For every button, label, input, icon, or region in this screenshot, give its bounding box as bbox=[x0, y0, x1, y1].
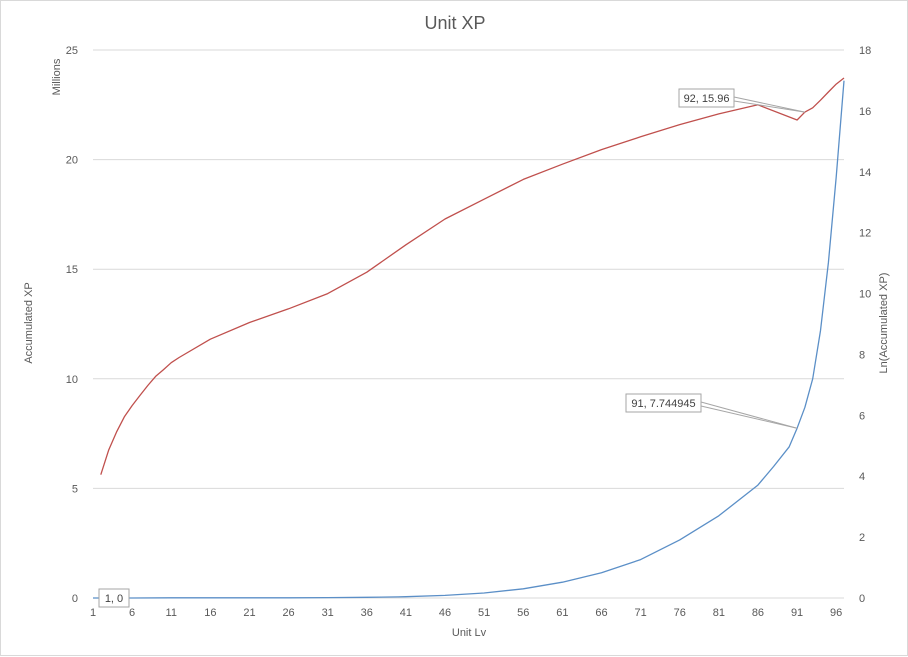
left-axis-ticks: 0 5 10 15 20 25 bbox=[66, 45, 78, 605]
gridlines bbox=[93, 49, 844, 599]
y-units-label: Millions bbox=[51, 58, 63, 95]
y-tick-label: 0 bbox=[72, 593, 78, 605]
x-tick-label: 81 bbox=[713, 607, 725, 619]
y2-tick-label: 14 bbox=[859, 167, 871, 179]
x-tick-label: 6 bbox=[129, 607, 135, 619]
x-tick-label: 11 bbox=[166, 607, 177, 619]
x-axis-ticks: 1 6 11 16 21 26 31 36 41 46 51 56 61 66 71 76 81 86 91 96 bbox=[90, 607, 842, 619]
callout-leader bbox=[700, 405, 798, 429]
x-tick-label: 76 bbox=[674, 607, 686, 619]
x-tick-label: 31 bbox=[322, 607, 334, 619]
callout-leader bbox=[700, 401, 798, 429]
y2-tick-label: 4 bbox=[859, 471, 865, 483]
x-tick-label: 41 bbox=[400, 607, 412, 619]
y2-tick-label: 8 bbox=[859, 349, 865, 361]
x-tick-label: 1 bbox=[90, 607, 96, 619]
x-tick-label: 96 bbox=[830, 607, 842, 619]
x-tick-label: 61 bbox=[556, 607, 568, 619]
callout-label: 91, 7.744945 bbox=[631, 398, 695, 410]
x-tick-label: 16 bbox=[204, 607, 216, 619]
y2-tick-label: 16 bbox=[859, 106, 871, 118]
x-tick-label: 21 bbox=[243, 607, 255, 619]
ln-accumulated-xp-line bbox=[100, 77, 845, 475]
y-tick-label: 25 bbox=[66, 45, 78, 57]
callout-label: 1, 0 bbox=[105, 593, 123, 605]
y-tick-label: 20 bbox=[66, 155, 78, 167]
y-tick-label: 5 bbox=[72, 483, 78, 495]
x-tick-label: 51 bbox=[478, 607, 490, 619]
x-tick-label: 56 bbox=[517, 607, 529, 619]
x-tick-label: 36 bbox=[361, 607, 373, 619]
x-tick-label: 66 bbox=[595, 607, 607, 619]
right-axis-ticks: 0 2 4 6 8 10 12 14 16 18 bbox=[859, 45, 871, 605]
callout-box bbox=[678, 88, 735, 108]
callout-box bbox=[625, 393, 702, 413]
x-axis-title: Unit Lv bbox=[452, 627, 487, 639]
x-tick-label: 71 bbox=[634, 607, 646, 619]
y2-tick-label: 0 bbox=[859, 593, 865, 605]
accumulated-xp-line bbox=[93, 80, 845, 599]
y2-tick-label: 18 bbox=[859, 45, 871, 57]
callout-leader bbox=[733, 96, 805, 113]
callout-leader bbox=[733, 100, 805, 113]
series-lines bbox=[93, 77, 845, 599]
x-tick-label: 26 bbox=[282, 607, 294, 619]
y2-tick-label: 6 bbox=[859, 410, 865, 422]
y-tick-label: 15 bbox=[66, 264, 78, 276]
x-tick-label: 46 bbox=[439, 607, 451, 619]
x-tick-label: 86 bbox=[752, 607, 764, 619]
callout-box bbox=[98, 588, 130, 608]
y2-tick-label: 10 bbox=[859, 289, 871, 301]
y2-tick-label: 12 bbox=[859, 228, 871, 240]
y2-tick-label: 2 bbox=[859, 532, 865, 544]
chart-title: Unit XP bbox=[424, 13, 485, 33]
y-axis-title: Accumulated XP bbox=[23, 282, 35, 363]
callout-label: 92, 15.96 bbox=[684, 93, 730, 105]
data-callouts: 1, 0 91, 7.744945 92, 15.96 bbox=[98, 88, 805, 608]
y2-axis-title: Ln(Accumulated XP) bbox=[878, 273, 890, 374]
x-tick-label: 91 bbox=[791, 607, 803, 619]
y-tick-label: 10 bbox=[66, 374, 78, 386]
